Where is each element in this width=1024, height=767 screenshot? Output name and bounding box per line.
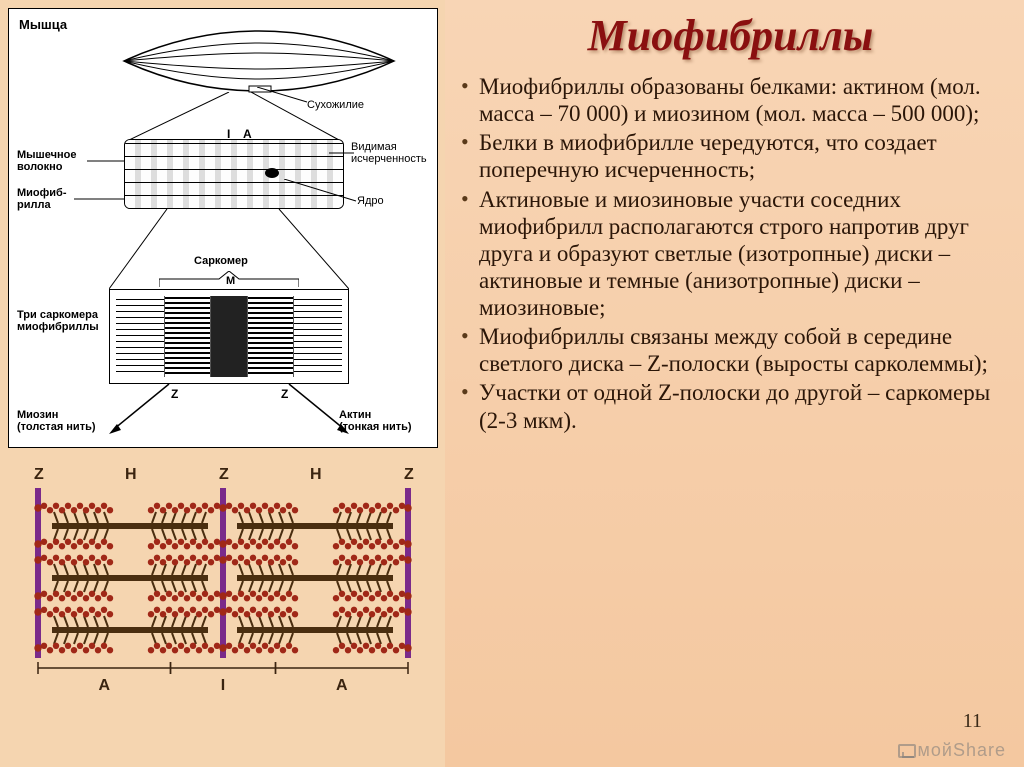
bullet-list: Миофибриллы образованы белками: актином … [457, 73, 1004, 434]
filament-arrows [109, 384, 349, 439]
muscle-shape [119, 29, 399, 94]
bullet-item: Миофибриллы образованы белками: актином … [457, 73, 1004, 127]
label-muscle: Мышца [19, 17, 67, 32]
bullet-item: Актиновые и миозиновые участи соседних м… [457, 186, 1004, 322]
bullet-item: Белки в миофибрилле чередуются, что созд… [457, 129, 1004, 183]
label-striation: Видимая исчерченность [351, 141, 427, 165]
page-number: 11 [963, 710, 982, 733]
svg-text:A: A [98, 677, 110, 694]
svg-text:A: A [336, 677, 348, 694]
bullet-item: Миофибриллы связаны между собой в середи… [457, 323, 1004, 377]
slide-title: Миофибриллы [457, 10, 1004, 61]
svg-text:I: I [221, 677, 225, 694]
db-H1: H [125, 466, 137, 484]
label-M: M [226, 275, 235, 287]
db-Z1: Z [34, 466, 44, 484]
band-I-label: I [227, 127, 230, 141]
watermark-icon [898, 744, 916, 758]
label-fiber: Мышечное волокно [17, 149, 76, 173]
sarcomere-filament-diagram: A I A Z H Z H Z [8, 466, 438, 716]
db-Z3: Z [404, 466, 414, 484]
fiber-pointer [87, 157, 127, 165]
watermark: мойShare [898, 740, 1006, 761]
bullet-item: Участки от одной Z-полоски до другой – с… [457, 379, 1004, 433]
label-three-sarc: Три саркомера миофибриллы [17, 309, 99, 333]
label-nucleus: Ядро [357, 195, 384, 207]
zoom-tri-1 [129, 92, 339, 142]
label-sarcomere: Саркомер [194, 255, 248, 267]
db-Z2: Z [219, 466, 229, 484]
label-myosin: Миозин (толстая нить) [17, 409, 96, 433]
sarcomere-box [109, 289, 349, 384]
myofibril-pointer [74, 195, 126, 203]
band-A-label: A [243, 127, 252, 141]
muscle-hierarchy-diagram: Мышца Сухожилие I A [8, 8, 438, 448]
label-actin: Актин (тонкая нить) [339, 409, 412, 433]
db-H2: H [310, 466, 322, 484]
nucleus-pointer [284, 179, 359, 204]
striation-pointer [329, 149, 354, 157]
label-myofibril: Миофиб- рилла [17, 187, 67, 211]
